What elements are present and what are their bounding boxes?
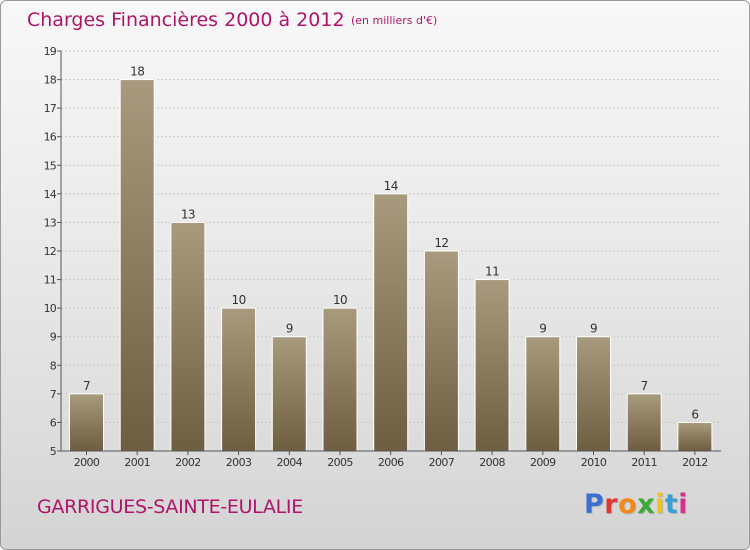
y-tick-label: 15 [44, 159, 57, 172]
logo-letter: t [664, 489, 679, 520]
y-tick-label: 11 [44, 274, 56, 287]
y-tick-label: 14 [44, 188, 57, 201]
bar-2007 [423, 250, 459, 452]
x-tick-label-2001: 2001 [124, 456, 150, 469]
x-tick-label-2008: 2008 [479, 456, 505, 469]
unit-note: (en milliers d'€) [351, 14, 438, 27]
x-tick-label-2000: 2000 [74, 456, 100, 469]
bar-2011 [626, 393, 662, 452]
y-tick-label: 9 [50, 331, 57, 344]
y-tick-label: 18 [44, 74, 57, 87]
value-label-2003: 10 [232, 293, 246, 307]
x-tick-label-2005: 2005 [327, 456, 353, 469]
y-tick-label: 13 [44, 216, 57, 229]
value-label-2001: 18 [130, 65, 144, 79]
bars [69, 79, 713, 452]
bar-2003 [221, 307, 257, 452]
value-label-2007: 12 [434, 236, 448, 250]
value-label-2009: 9 [539, 322, 546, 336]
y-tick-label: 5 [50, 445, 57, 458]
value-label-2002: 13 [181, 207, 195, 221]
y-tick-label: 12 [44, 245, 56, 258]
value-label-2008: 11 [485, 265, 499, 279]
y-tick-label: 7 [50, 388, 57, 401]
value-label-2011: 7 [641, 379, 648, 393]
value-label-2010: 9 [590, 322, 597, 336]
proxiti-logo[interactable]: Proxiti [584, 489, 688, 520]
x-tick-label-2007: 2007 [429, 456, 455, 469]
value-label-2004: 9 [286, 322, 293, 336]
bar-2008 [474, 279, 510, 452]
bar-2010 [576, 336, 611, 452]
axes [57, 50, 721, 455]
bar-2009 [525, 336, 561, 452]
value-label-2005: 10 [333, 293, 347, 307]
x-tick-label-2002: 2002 [175, 456, 201, 469]
bar-2002 [170, 221, 206, 452]
logo-letter: P [584, 489, 605, 520]
labels: 5 6 7 8 9 10 11 12 13 14 15 16 17 18 19 7 2000 18 2001 13 20… [44, 45, 709, 469]
x-tick-label-2006: 2006 [378, 456, 404, 469]
x-tick-label-2011: 2011 [631, 456, 657, 469]
y-tick-label: 19 [44, 45, 57, 58]
bar-2012 [677, 421, 713, 452]
value-label-2000: 7 [83, 379, 90, 393]
x-tick-label-2003: 2003 [226, 456, 252, 469]
logo-letter: o [618, 489, 638, 520]
value-label-2012: 6 [691, 407, 698, 421]
chart-title: Charges Financières 2000 à 2012 [27, 9, 345, 31]
y-tick-label: 16 [44, 131, 57, 144]
logo-letter: i [678, 489, 689, 520]
bar-2004 [271, 336, 307, 452]
value-label-2006: 14 [384, 179, 398, 193]
bar-2000 [69, 393, 104, 452]
x-tick-label-2010: 2010 [581, 456, 607, 469]
x-tick-label-2009: 2009 [530, 456, 556, 469]
logo-letter: r [604, 489, 619, 520]
bar-2001 [119, 79, 155, 452]
location-name: GARRIGUES-SAINTE-EULALIE [37, 496, 303, 518]
y-tick-label: 8 [50, 359, 57, 372]
logo-letter: x [637, 489, 656, 520]
y-tick-label: 10 [44, 302, 57, 315]
bar-2005 [322, 307, 358, 452]
y-tick-label: 6 [50, 416, 57, 429]
y-tick-label: 17 [44, 102, 57, 115]
x-tick-label-2012: 2012 [682, 456, 708, 469]
logo-letter: i [655, 489, 665, 520]
bar-2006 [373, 193, 409, 452]
x-tick-label-2004: 2004 [276, 456, 302, 469]
